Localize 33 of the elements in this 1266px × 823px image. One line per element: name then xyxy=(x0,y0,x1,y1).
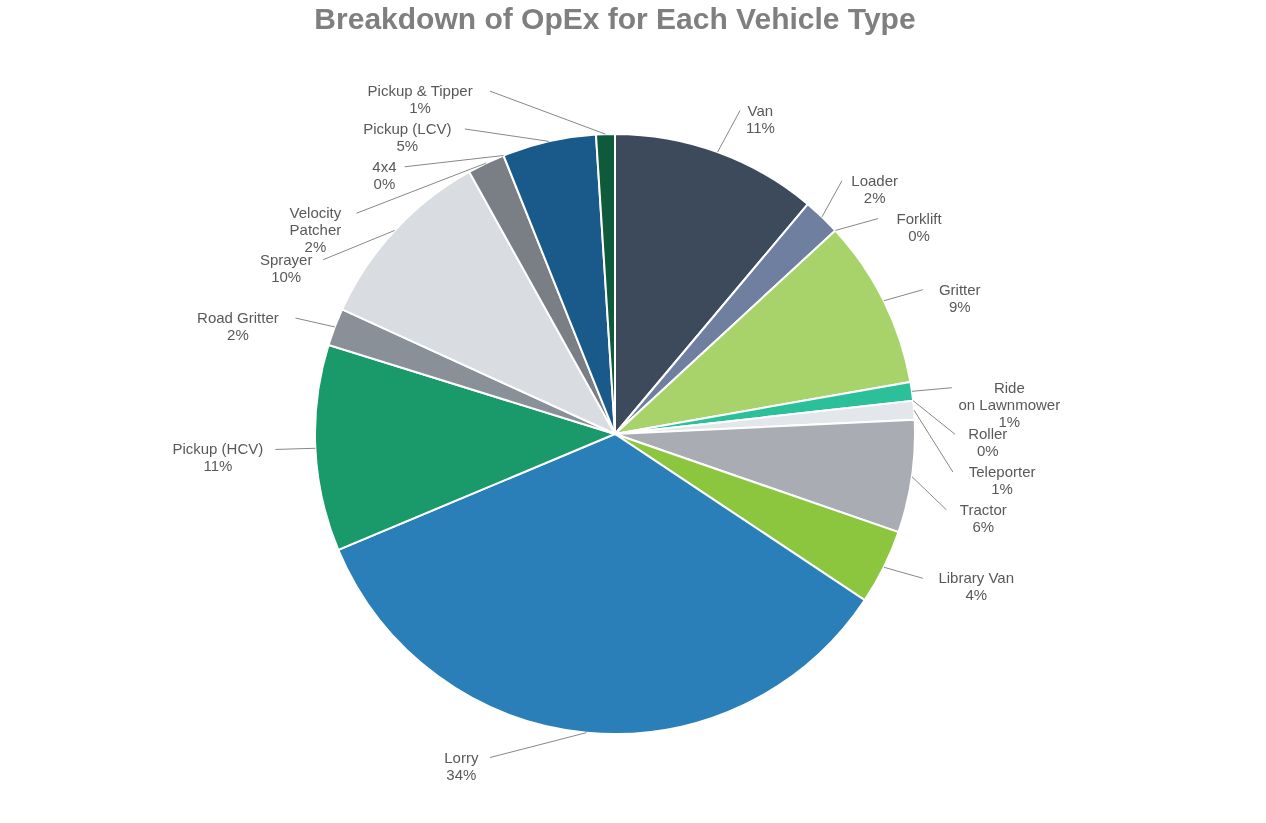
data-label: 10% xyxy=(271,267,302,285)
data-label: 1% xyxy=(998,412,1021,430)
slice-label: Van xyxy=(747,101,774,119)
text: 0% xyxy=(976,442,999,460)
slice-label: Teleporter xyxy=(968,463,1036,481)
slice-label: Library Van xyxy=(938,569,1015,587)
chart-title: Breakdown of OpEx for Each Vehicle Type xyxy=(314,2,916,35)
data-label: 1% xyxy=(409,99,431,117)
slice-label: Pickup & Tipper xyxy=(367,82,473,100)
data-label: 11% xyxy=(203,457,233,475)
data-label: 2% xyxy=(227,326,249,344)
data-label: 1% xyxy=(991,480,1013,498)
slice-label: Pickup (HCV) xyxy=(172,440,264,458)
slice-label: Gritter xyxy=(938,280,981,298)
slice-label: Road Gritter xyxy=(197,309,279,327)
slice-label: Pickup (LCV) xyxy=(363,119,452,137)
data-label: 6% xyxy=(972,517,995,535)
text: 0% xyxy=(373,174,396,192)
category-label: Forklift xyxy=(896,209,942,227)
data-label: 34% xyxy=(446,765,477,783)
category-label: 4x4 xyxy=(372,157,397,175)
text: 0% xyxy=(908,226,930,244)
data-label: 4% xyxy=(965,586,988,604)
data-label: 11% xyxy=(745,118,775,136)
slice-label: Loader xyxy=(851,171,899,189)
slice-label: Tractor xyxy=(959,500,1007,518)
slice-label: Lorry xyxy=(444,748,479,766)
data-label: 2% xyxy=(863,188,886,206)
slice-label: Ride on Lawnmower xyxy=(958,378,1061,413)
data-label: 5% xyxy=(396,136,419,154)
slice-label: Velocity Patcher xyxy=(289,204,342,239)
data-label: 2% xyxy=(304,238,327,256)
data-label: 9% xyxy=(948,297,971,315)
